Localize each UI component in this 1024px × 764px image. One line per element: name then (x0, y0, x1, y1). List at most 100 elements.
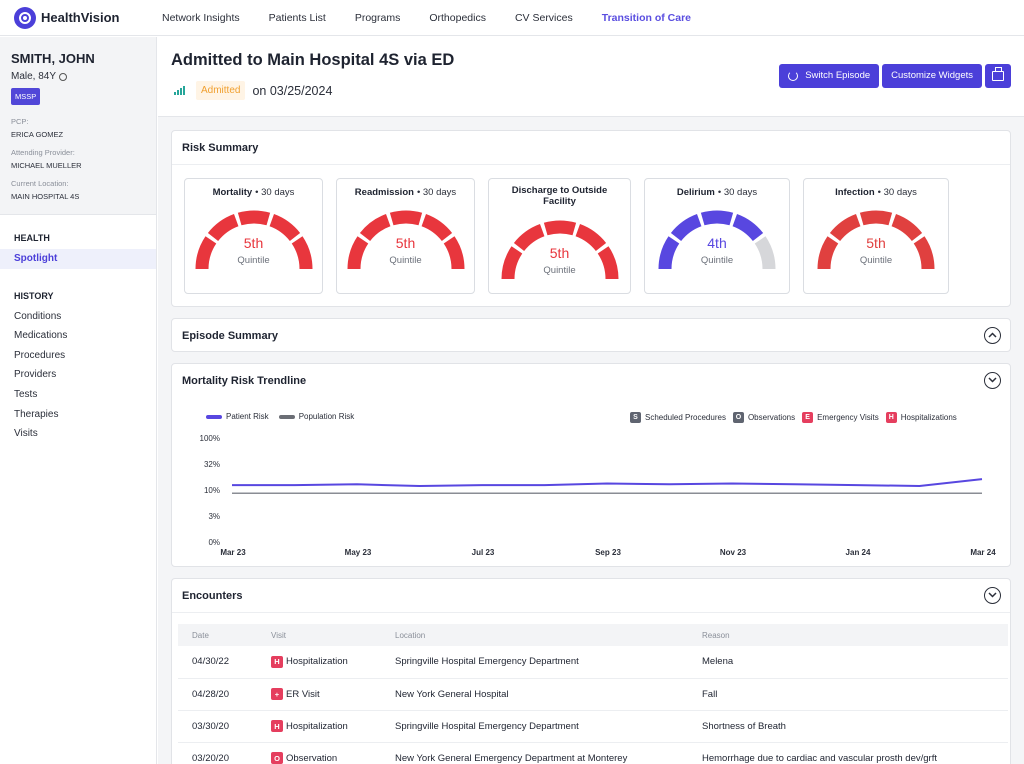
encounter-date: 04/30/22 (178, 646, 257, 679)
top-navbar: HealthVision Network Insights Patients L… (0, 0, 1024, 36)
gauge-segment (195, 236, 216, 270)
gauge-period: • 30 days (416, 187, 457, 198)
encounters-label: Encounters (182, 590, 243, 602)
risk-summary-title: Risk Summary (172, 131, 1010, 165)
encounter-date: 04/28/20 (178, 678, 257, 711)
gauge-name: Delirium (676, 187, 715, 198)
risk-gauge-readmission[interactable]: Readmission • 30 days 5th Quintile (336, 178, 475, 294)
gauge-segment (859, 210, 893, 226)
risk-gauge-infection[interactable]: Infection • 30 days 5th Quintile (803, 178, 949, 294)
x-tick-label: Mar 23 (220, 548, 246, 557)
col-visit[interactable]: Visit (257, 624, 381, 646)
episode-summary-card: Episode Summary (171, 318, 1011, 352)
population-risk-swatch (278, 414, 295, 419)
patient-name: SMITH, JOHN (11, 51, 95, 66)
col-date[interactable]: Date (178, 624, 257, 646)
chevron-up-icon[interactable] (984, 327, 1001, 344)
table-header-row: Date Visit Location Reason (178, 624, 1008, 646)
status-badge: Admitted (196, 81, 246, 100)
episode-summary-title: Episode Summary (172, 319, 1010, 353)
table-row[interactable]: 03/30/20 H Hospitalization Springville Hosp… (178, 710, 1008, 743)
nav-programs[interactable]: Programs (354, 11, 401, 24)
marker-scheduled-procedures-icon: S (630, 412, 641, 423)
printer-icon (992, 67, 1004, 81)
y-tick-label: 3% (208, 512, 220, 521)
visit-type-icon: + (271, 688, 283, 700)
sidebar-item-medications[interactable]: Medications (14, 330, 68, 342)
trendline-label: Mortality Risk Trendline (182, 375, 307, 387)
gauge-segment (754, 236, 776, 270)
encounter-location: Springville Hospital Emergency Departmen… (381, 710, 688, 743)
sidebar-item-conditions[interactable]: Conditions (14, 310, 62, 322)
location-label: Current Location: (11, 179, 69, 188)
switch-episode-button[interactable]: Switch Episode (779, 64, 880, 88)
nav-cv-services[interactable]: CV Services (514, 11, 573, 24)
location-value: MAIN HOSPITAL 4S (11, 192, 80, 201)
gauge-value: 5th (549, 245, 570, 261)
app-name: HealthVision (41, 10, 120, 25)
table-row[interactable]: 03/20/20 O Observation New York General Eme… (178, 742, 1008, 764)
gauge-arc (347, 210, 464, 270)
gauge-segment (597, 246, 618, 280)
gauge-title: Readmission • 30 days (337, 187, 474, 198)
sidebar-item-visits[interactable]: Visits (14, 428, 38, 440)
gauge-sub: Quintile (543, 265, 576, 276)
gauge-segment (389, 210, 422, 226)
marker-legend-label[interactable]: Hospitalizations (900, 413, 957, 422)
gauge-segment (347, 236, 368, 270)
gauge-title: Mortality • 30 days (185, 187, 322, 198)
risk-gauge-mortality[interactable]: Mortality • 30 days 5th Quintile (184, 178, 323, 294)
mortality-trendline-card: Mortality Risk Trendline Patient Risk Po… (171, 363, 1011, 567)
encounter-visit: O Observation (257, 742, 381, 764)
marker-legend-label[interactable]: Scheduled Procedures (645, 413, 726, 422)
encounter-reason: Fall (688, 678, 1008, 711)
risk-gauges: Mortality • 30 days 5th Quintile Readmission… (184, 178, 962, 294)
gauge-value: 5th (395, 235, 416, 251)
table-row[interactable]: 04/28/20 + ER Visit New York General Hospit… (178, 678, 1008, 711)
nav-patients-list[interactable]: Patients List (268, 11, 326, 24)
series-legend: Patient Risk Population Risk (206, 412, 354, 421)
gauge-name: Discharge to Outside Facility (511, 185, 608, 207)
nav-network-insights[interactable]: Network Insights (162, 11, 240, 24)
encounter-location: New York General Hospital (381, 678, 688, 711)
chevron-down-icon[interactable] (984, 372, 1001, 389)
chevron-down-icon[interactable] (984, 587, 1001, 604)
gauge-segment (913, 236, 935, 270)
sidebar-item-providers[interactable]: Providers (14, 369, 57, 381)
gauge-sub: Quintile (237, 255, 270, 266)
gauge-segment (268, 214, 300, 242)
main-content: Admitted to Main Hospital 4S via ED Admi… (158, 37, 1024, 764)
marker-hospitalizations-icon: H (885, 412, 897, 423)
print-button[interactable] (985, 64, 1011, 88)
attending-value: MICHAEL MUELLER (11, 161, 82, 170)
marker-legend-label[interactable]: Emergency Visits (817, 413, 879, 422)
marker-legend-label[interactable]: Observations (747, 413, 796, 422)
sidebar-item-procedures[interactable]: Procedures (14, 349, 66, 361)
gauge-arc (817, 210, 935, 270)
customize-widgets-button[interactable]: Customize Widgets (882, 64, 982, 88)
sidebar-item-tests[interactable]: Tests (14, 388, 38, 400)
col-reason[interactable]: Reason (688, 624, 1008, 646)
patient-demographics: Male, 84Y (11, 71, 57, 82)
nav-transition-of-care[interactable]: Transition of Care (601, 11, 691, 24)
visit-tag: H Hospitalization (271, 720, 348, 732)
nav-orthopedics[interactable]: Orthopedics (429, 11, 486, 24)
visit-type-icon: H (271, 655, 283, 668)
legend-population-risk[interactable]: Population Risk (298, 412, 355, 421)
encounter-visit: + ER Visit (257, 678, 381, 711)
risk-gauge-delirium[interactable]: Delirium • 30 days 4th Quintile (644, 178, 790, 294)
info-icon[interactable] (59, 72, 68, 81)
table-row[interactable]: 04/30/22 H Hospitalization Springville Hosp… (178, 646, 1008, 679)
encounter-reason: Shortness of Breath (688, 710, 1008, 743)
risk-gauge-discharge-to-outside-facility[interactable]: Discharge to Outside Facility 5th Quintile (488, 178, 631, 294)
switch-icon (788, 71, 799, 81)
logo[interactable]: HealthVision (0, 6, 157, 29)
col-location[interactable]: Location (381, 624, 688, 646)
gauge-title: Delirium • 30 days (645, 187, 789, 198)
sidebar-item-spotlight[interactable]: Spotlight (0, 249, 156, 269)
gauge-segment (817, 236, 839, 270)
gauge-value: 4th (707, 235, 727, 251)
sidebar-item-therapies[interactable]: Therapies (14, 408, 59, 420)
legend-patient-risk[interactable]: Patient Risk (226, 412, 269, 421)
y-tick-label: 0% (208, 538, 220, 547)
